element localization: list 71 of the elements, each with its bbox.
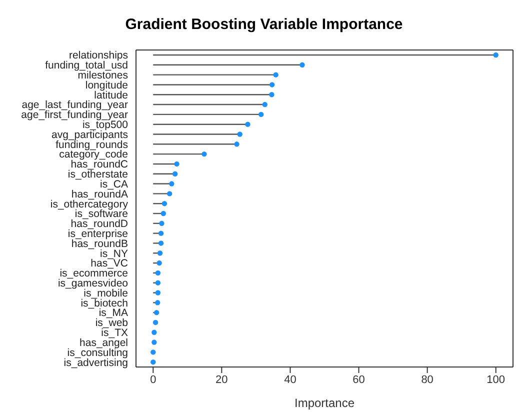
y-tick-label: is_top500 <box>82 119 128 132</box>
point <box>273 72 278 78</box>
point <box>245 122 250 127</box>
point <box>152 340 157 345</box>
point <box>258 112 264 118</box>
y-tick-label: is_TX <box>101 327 128 340</box>
y-tick-label: is_biotech <box>80 297 128 310</box>
y-tick-label: is_gamesvideo <box>58 278 128 290</box>
point <box>155 290 161 296</box>
point <box>166 191 172 196</box>
y-tick-label: age_first_funding_year <box>21 109 128 122</box>
point <box>160 210 166 216</box>
point <box>234 142 240 147</box>
x-tick-label: 60 <box>352 374 365 386</box>
y-tick-label: milestones <box>78 69 128 82</box>
y-tick-label: longitude <box>85 79 128 92</box>
x-tick-label: 20 <box>216 374 228 386</box>
x-tick-label: 100 <box>486 374 506 386</box>
x-tick-label: 40 <box>284 374 296 386</box>
y-tick-label: funding_rounds <box>56 138 128 151</box>
point <box>150 359 156 365</box>
y-tick-label: is_software <box>74 208 128 220</box>
x-tick-label: 80 <box>421 374 434 386</box>
y-tick-label: is_enterprise <box>68 228 128 240</box>
y-tick-label: is_mobile <box>84 287 128 300</box>
point <box>155 280 161 286</box>
y-tick-label: has_roundA <box>71 188 128 200</box>
y-tick-label: is_otherstate <box>68 168 128 181</box>
point <box>159 220 164 226</box>
y-tick-label: is_CA <box>100 178 128 190</box>
y-tick-label: avg_participants <box>52 128 128 141</box>
point <box>237 132 242 137</box>
chart-title: Gradient Boosting Variable Importance <box>124 15 404 35</box>
point <box>154 310 160 316</box>
y-tick-label: is_MA <box>98 307 128 320</box>
y-tick-label: has_roundB <box>71 238 128 250</box>
point <box>174 161 180 167</box>
y-tick-label: is_ecommerce <box>60 268 128 280</box>
point <box>169 181 174 186</box>
y-tick-label: relationships <box>69 50 128 62</box>
point <box>155 270 161 276</box>
y-tick-label: is_advertising <box>64 356 128 369</box>
y-tick-label: funding_total_usd <box>45 60 128 72</box>
x-tick-label: 0 <box>150 374 156 386</box>
y-tick-label: has_roundC <box>70 158 128 171</box>
point <box>152 330 157 335</box>
y-tick-label: has_roundD <box>70 218 128 230</box>
point <box>157 250 163 256</box>
y-tick-label: age_last_funding_year <box>22 99 128 112</box>
point <box>269 82 275 88</box>
y-tick-label: is_NY <box>100 248 128 260</box>
y-tick-label: is_web <box>95 317 128 330</box>
point <box>152 320 158 326</box>
point <box>269 92 274 98</box>
y-tick-label: is_consulting <box>67 346 128 359</box>
y-tick-label: is_othercategory <box>50 198 129 210</box>
point <box>162 200 168 206</box>
point <box>262 102 268 108</box>
point <box>493 52 498 58</box>
y-tick-label: has_VC <box>90 258 128 270</box>
point <box>154 300 160 306</box>
point <box>202 151 207 157</box>
y-tick-label: has_angel <box>80 336 128 349</box>
y-tick-label: category_code <box>59 148 128 161</box>
point <box>158 240 164 246</box>
point <box>172 171 178 176</box>
y-tick-label: latitude <box>94 89 128 102</box>
point <box>158 230 164 236</box>
x-axis-title: Importance <box>294 396 355 410</box>
point <box>156 260 162 266</box>
point <box>300 62 305 68</box>
